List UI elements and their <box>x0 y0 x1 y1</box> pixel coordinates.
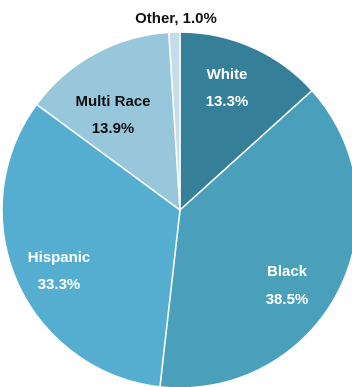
label-black-name: Black <box>267 263 308 280</box>
label-black-value: 38.5% <box>266 291 309 308</box>
label-hispanic-value: 33.3% <box>38 276 81 293</box>
slice-black <box>159 89 352 387</box>
label-multi-race-name: Multi Race <box>75 93 150 110</box>
pie-labels: Other, 1.0% White 13.3% Multi Race 13.9%… <box>28 10 309 308</box>
pie-slices <box>1 31 352 387</box>
label-other: Other, 1.0% <box>135 10 217 27</box>
slice-hispanic <box>1 103 181 387</box>
label-white-name: White <box>207 66 248 83</box>
label-white-value: 13.3% <box>206 93 249 110</box>
slice-multi-race <box>35 31 181 212</box>
slice-white <box>179 31 314 212</box>
label-hispanic-name: Hispanic <box>28 249 91 266</box>
label-multi-race-value: 13.9% <box>92 120 135 137</box>
slice-other <box>168 31 181 211</box>
